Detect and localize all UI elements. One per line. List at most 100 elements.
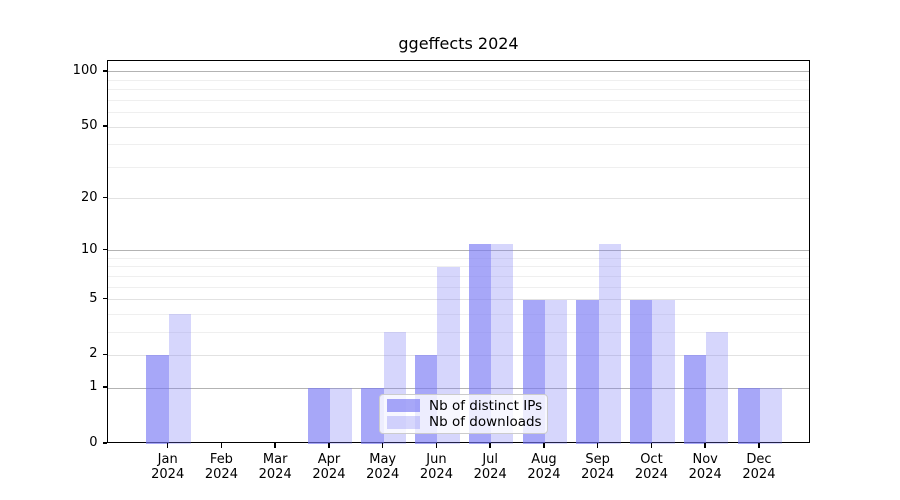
bar-downloads — [706, 332, 729, 444]
x-tick-label: Feb 2024 — [191, 452, 251, 482]
y-tick-mark — [102, 442, 107, 444]
x-tick-month: Nov — [692, 452, 718, 467]
x-tick-month: Oct — [640, 452, 663, 467]
x-tick-year: 2024 — [419, 467, 453, 482]
y-tick-mark — [102, 248, 107, 251]
bar-downloads — [329, 388, 353, 444]
x-tick-month: Jan — [157, 452, 178, 467]
x-tick-mark — [650, 443, 653, 448]
x-tick-year: 2024 — [473, 467, 507, 482]
x-tick-month: Jul — [482, 452, 499, 467]
x-tick-label: Apr 2024 — [299, 452, 359, 482]
x-tick-label: Jun 2024 — [406, 452, 466, 482]
y-tick-mark — [102, 196, 107, 199]
x-tick-label: Jul 2024 — [460, 452, 520, 482]
gridline-minor — [108, 286, 809, 288]
bar-distinct-ips — [307, 388, 330, 444]
bar-downloads — [598, 243, 621, 444]
x-tick-year: 2024 — [688, 467, 722, 482]
x-tick-label: Jan 2024 — [138, 452, 198, 482]
x-tick-mark — [381, 443, 384, 448]
plot-area: Nb of distinct IPs Nb of downloads — [107, 60, 810, 444]
gridline-minor — [108, 166, 809, 168]
gridline-mid — [108, 198, 809, 200]
x-tick-label: Oct 2024 — [621, 452, 681, 482]
legend-item-distinct-ips: Nb of distinct IPs — [387, 397, 543, 414]
bar-downloads — [759, 388, 783, 444]
x-tick-year: 2024 — [581, 467, 615, 482]
x-tick-year: 2024 — [527, 467, 561, 482]
gridline-minor — [108, 99, 809, 101]
x-tick-label: Aug 2024 — [514, 452, 574, 482]
x-tick-label: Mar 2024 — [245, 452, 305, 482]
x-tick-mark — [543, 443, 545, 448]
x-tick-month: Jun — [426, 452, 447, 467]
x-tick-year: 2024 — [366, 467, 400, 482]
x-tick-year: 2024 — [634, 467, 668, 482]
bar-distinct-ips — [146, 355, 169, 444]
gridline-minor — [108, 331, 809, 333]
gridline-minor — [108, 79, 809, 81]
x-tick-month: Dec — [746, 452, 772, 467]
gridline-minor — [108, 257, 809, 259]
gridline-mid — [108, 299, 809, 301]
y-tick-mark — [102, 386, 107, 388]
x-tick-mark — [704, 443, 706, 448]
legend-label: Nb of downloads — [429, 414, 542, 431]
x-tick-year: 2024 — [204, 467, 238, 482]
y-tick-label: 5 — [89, 290, 98, 306]
bar-downloads — [652, 299, 675, 444]
bar-distinct-ips — [630, 299, 653, 444]
x-tick-month: Apr — [317, 452, 341, 467]
x-tick-month: May — [369, 452, 397, 467]
gridline-minor — [108, 275, 809, 277]
x-tick-mark — [489, 443, 491, 448]
legend-swatch — [387, 399, 420, 413]
x-tick-month: Feb — [209, 452, 233, 467]
x-tick-mark — [166, 443, 169, 448]
x-tick-month: Mar — [262, 452, 288, 467]
y-tick-mark — [102, 70, 107, 72]
y-tick-label: 2 — [89, 346, 98, 362]
bar-downloads — [168, 314, 191, 444]
y-tick-label: 10 — [80, 241, 98, 257]
y-tick-label: 1 — [89, 379, 98, 395]
x-tick-month: Aug — [531, 452, 557, 467]
bar-distinct-ips — [468, 243, 492, 444]
legend-label: Nb of distinct IPs — [429, 397, 543, 414]
bar-distinct-ips — [361, 388, 384, 444]
gridline-minor — [108, 144, 809, 146]
x-tick-label: Nov 2024 — [675, 452, 735, 482]
x-tick-mark — [220, 443, 223, 448]
legend-item-downloads: Nb of downloads — [387, 414, 542, 431]
y-tick-mark — [102, 297, 107, 300]
y-tick-mark — [102, 353, 107, 356]
gridline-major — [108, 71, 809, 73]
x-tick-mark — [328, 443, 330, 448]
y-tick-mark — [102, 125, 107, 127]
gridline-minor — [108, 112, 809, 114]
x-tick-month: Sep — [585, 452, 610, 467]
x-tick-year: 2024 — [742, 467, 776, 482]
gridline-mid — [108, 126, 809, 128]
x-tick-mark — [596, 443, 599, 448]
gridline-minor — [108, 89, 809, 91]
x-tick-year: 2024 — [312, 467, 346, 482]
bar-distinct-ips — [737, 388, 760, 444]
gridline-minor — [108, 313, 809, 315]
legend: Nb of distinct IPs Nb of downloads — [379, 394, 548, 434]
x-tick-label: Sep 2024 — [568, 452, 628, 482]
x-tick-mark — [435, 443, 438, 448]
y-tick-label: 100 — [72, 62, 98, 78]
x-tick-mark — [758, 443, 760, 448]
gridline-minor — [108, 266, 809, 268]
x-tick-label: May 2024 — [353, 452, 413, 482]
y-tick-label: 50 — [80, 118, 98, 134]
legend-swatch — [387, 415, 420, 429]
gridline-mid — [108, 354, 809, 356]
y-tick-label: 0 — [89, 435, 98, 450]
x-tick-year: 2024 — [151, 467, 185, 482]
x-tick-mark — [274, 443, 276, 448]
x-tick-label: Dec 2024 — [729, 452, 789, 482]
